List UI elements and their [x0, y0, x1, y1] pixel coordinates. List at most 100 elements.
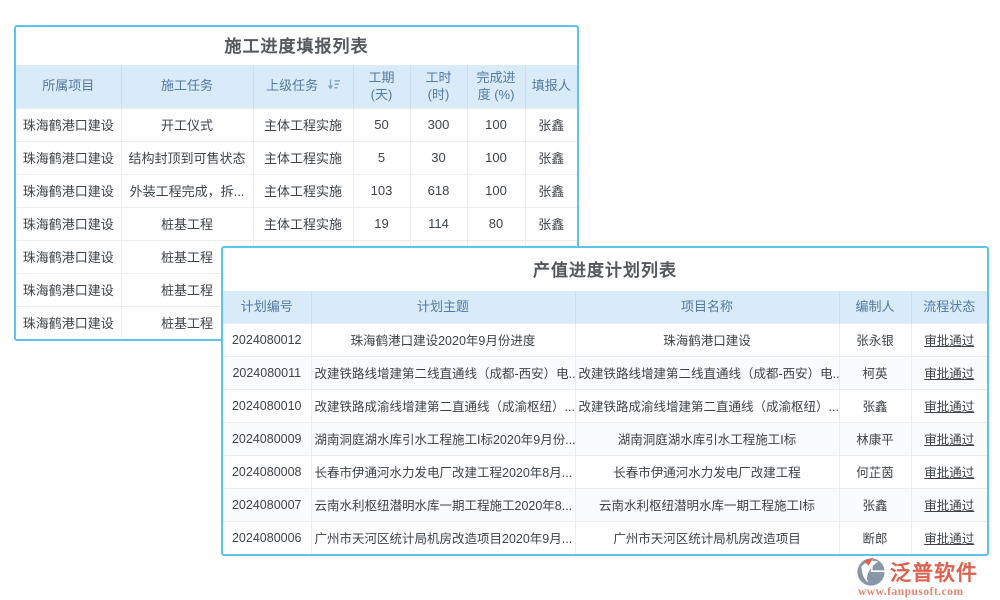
- column-header[interactable]: 上级任务: [252, 65, 353, 108]
- plan-subject-link[interactable]: 改建铁路成渝线增建第二直通线（成渝枢纽）...: [310, 388, 575, 422]
- column-header: 所属项目: [16, 65, 121, 108]
- project-name-link[interactable]: 长春市伊通河水力发电厂改建工程: [574, 454, 839, 488]
- project-name-link[interactable]: 云南水利枢纽潜明水库一期工程施工I标: [574, 487, 839, 521]
- plan-table-row: 2024080012 珠海鹤港口建设2020年9月份进度 珠海鹤港口建设 张永银 审批通…: [223, 322, 987, 356]
- report-table-row: 珠海鹤港口建设 结构封顶到可售状态 主体工程实施 5 30 100 张鑫: [16, 140, 577, 174]
- cell: 张鑫: [524, 206, 577, 240]
- output-plan-panel: 产值进度计划列表 计划编号 计划主题 项目名称 编制人 流程状态 2024080012 珠…: [221, 246, 989, 556]
- report-table-row: 珠海鹤港口建设 桩基工程 主体工程实施 19 114 80 张鑫: [16, 206, 577, 240]
- project-link[interactable]: 珠海鹤港口建设: [16, 173, 121, 207]
- plan-subject-link[interactable]: 湖南洞庭湖水库引水工程施工I标2020年9月份...: [310, 421, 575, 455]
- column-header: 流程状态: [910, 291, 987, 323]
- cell: 外装工程完成，拆...: [120, 173, 253, 207]
- column-header: 计划主题: [310, 291, 575, 323]
- column-header: 完成进度 (%): [466, 65, 525, 108]
- fanpu-logo-text: 泛普软件: [890, 562, 978, 585]
- author-link[interactable]: 张永银: [838, 322, 911, 356]
- project-link[interactable]: 珠海鹤港口建设: [16, 272, 121, 306]
- construction-progress-header-row: 所属项目 施工任务 上级任务 工期 (天) 工时 (时) 完成进度 (%) 填报人: [16, 65, 577, 108]
- project-name-link[interactable]: 改建铁路成渝线增建第二直通线（成渝枢纽）...: [574, 388, 839, 422]
- report-table-row: 珠海鹤港口建设 开工仪式 主体工程实施 50 300 100 张鑫: [16, 107, 577, 141]
- output-plan-header-row: 计划编号 计划主题 项目名称 编制人 流程状态: [223, 291, 987, 323]
- column-header: 计划编号: [223, 291, 311, 323]
- status-link[interactable]: 审批通过: [910, 487, 987, 521]
- project-name-link[interactable]: 湖南洞庭湖水库引水工程施工I标: [574, 421, 839, 455]
- plan-table-row: 2024080007 云南水利枢纽潜明水库一期工程施工2020年8... 云南水利枢…: [223, 487, 987, 521]
- project-link[interactable]: 珠海鹤港口建设: [16, 140, 121, 174]
- plan-subject-link[interactable]: 珠海鹤港口建设2020年9月份进度: [310, 322, 575, 356]
- cell: 100: [466, 107, 525, 141]
- status-link[interactable]: 审批通过: [910, 421, 987, 455]
- fanpu-logo: 泛普软件 www.fanpusoft.com: [854, 556, 994, 598]
- column-header: 工时 (时): [409, 65, 467, 108]
- author-link[interactable]: 断郎: [838, 520, 911, 554]
- project-name-link[interactable]: 改建铁路线增建第二线直通线（成都-西安）电...: [574, 355, 839, 389]
- status-link[interactable]: 审批通过: [910, 388, 987, 422]
- status-link[interactable]: 审批通过: [910, 322, 987, 356]
- plan-number-link[interactable]: 2024080007: [223, 487, 311, 521]
- cell: 主体工程实施: [252, 206, 353, 240]
- cell: 张鑫: [524, 107, 577, 141]
- plan-number-link[interactable]: 2024080006: [223, 520, 311, 554]
- cell: 100: [466, 140, 525, 174]
- plan-number-link[interactable]: 2024080012: [223, 322, 311, 356]
- cell: 19: [352, 206, 410, 240]
- plan-subject-link[interactable]: 长春市伊通河水力发电厂改建工程2020年8月...: [310, 454, 575, 488]
- project-link[interactable]: 珠海鹤港口建设: [16, 305, 121, 339]
- cell: 5: [352, 140, 410, 174]
- column-header: 项目名称: [574, 291, 839, 323]
- project-link[interactable]: 珠海鹤港口建设: [16, 206, 121, 240]
- plan-number-link[interactable]: 2024080010: [223, 388, 311, 422]
- plan-table-row: 2024080008 长春市伊通河水力发电厂改建工程2020年8月... 长春市伊通…: [223, 454, 987, 488]
- cell: 80: [466, 206, 525, 240]
- cell: 50: [352, 107, 410, 141]
- author-link[interactable]: 张鑫: [838, 487, 911, 521]
- cell: 桩基工程: [120, 206, 253, 240]
- sort-descending-icon[interactable]: [327, 78, 340, 96]
- cell: 张鑫: [524, 140, 577, 174]
- column-header: 施工任务: [120, 65, 253, 108]
- cell: 300: [409, 107, 467, 141]
- project-link[interactable]: 珠海鹤港口建设: [16, 239, 121, 273]
- plan-table-row: 2024080006 广州市天河区统计局机房改造项目2020年9月... 广州市天河…: [223, 520, 987, 554]
- status-link[interactable]: 审批通过: [910, 520, 987, 554]
- status-link[interactable]: 审批通过: [910, 355, 987, 389]
- project-name-link[interactable]: 珠海鹤港口建设: [574, 322, 839, 356]
- plan-number-link[interactable]: 2024080008: [223, 454, 311, 488]
- plan-number-link[interactable]: 2024080011: [223, 355, 311, 389]
- cell: 103: [352, 173, 410, 207]
- cell: 30: [409, 140, 467, 174]
- cell: 张鑫: [524, 173, 577, 207]
- cell: 114: [409, 206, 467, 240]
- column-header: 编制人: [838, 291, 911, 323]
- author-link[interactable]: 林康平: [838, 421, 911, 455]
- cell: 主体工程实施: [252, 107, 353, 141]
- plan-table-row: 2024080010 改建铁路成渝线增建第二直通线（成渝枢纽）... 改建铁路成渝线…: [223, 388, 987, 422]
- plan-table-row: 2024080009 湖南洞庭湖水库引水工程施工I标2020年9月份... 湖南洞庭…: [223, 421, 987, 455]
- report-table-row: 珠海鹤港口建设 外装工程完成，拆... 主体工程实施 103 618 100 张鑫: [16, 173, 577, 207]
- plan-table-row: 2024080011 改建铁路线增建第二线直通线（成都-西安）电... 改建铁路线增…: [223, 355, 987, 389]
- cell: 开工仪式: [120, 107, 253, 141]
- author-link[interactable]: 何芷茵: [838, 454, 911, 488]
- status-link[interactable]: 审批通过: [910, 454, 987, 488]
- project-link[interactable]: 珠海鹤港口建设: [16, 107, 121, 141]
- cell: 主体工程实施: [252, 173, 353, 207]
- fanpu-logo-icon: [854, 556, 888, 588]
- author-link[interactable]: 张鑫: [838, 388, 911, 422]
- plan-subject-link[interactable]: 广州市天河区统计局机房改造项目2020年9月...: [310, 520, 575, 554]
- cell: 结构封顶到可售状态: [120, 140, 253, 174]
- output-plan-title: 产值进度计划列表: [533, 261, 677, 280]
- column-header: 填报人: [524, 65, 577, 108]
- fanpu-logo-url: www.fanpusoft.com: [858, 586, 964, 598]
- plan-subject-link[interactable]: 云南水利枢纽潜明水库一期工程施工2020年8...: [310, 487, 575, 521]
- cell: 618: [409, 173, 467, 207]
- cell: 主体工程实施: [252, 140, 353, 174]
- plan-number-link[interactable]: 2024080009: [223, 421, 311, 455]
- construction-progress-title: 施工进度填报列表: [224, 37, 369, 56]
- project-name-link[interactable]: 广州市天河区统计局机房改造项目: [574, 520, 839, 554]
- author-link[interactable]: 柯英: [838, 355, 911, 389]
- cell: 100: [466, 173, 525, 207]
- plan-subject-link[interactable]: 改建铁路线增建第二线直通线（成都-西安）电...: [310, 355, 575, 389]
- column-header: 工期 (天): [352, 65, 410, 108]
- output-plan-table: 计划编号 计划主题 项目名称 编制人 流程状态 2024080012 珠海鹤港口建设202…: [223, 291, 987, 554]
